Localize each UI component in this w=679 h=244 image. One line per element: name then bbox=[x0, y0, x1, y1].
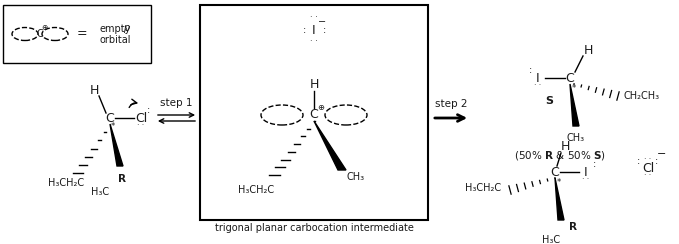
Text: C: C bbox=[106, 112, 114, 124]
Text: $\mathbf{S}$: $\mathbf{S}$ bbox=[545, 94, 555, 106]
Text: $\mathbf{R}$: $\mathbf{R}$ bbox=[117, 172, 127, 184]
Text: · ·: · · bbox=[534, 81, 542, 91]
Text: H: H bbox=[90, 83, 98, 96]
Text: =: = bbox=[77, 28, 88, 41]
Text: CH₃: CH₃ bbox=[567, 133, 585, 143]
Text: H₃CH₂C: H₃CH₂C bbox=[238, 185, 274, 195]
Text: empty: empty bbox=[99, 24, 130, 34]
Bar bbox=[3, 5, 151, 63]
Text: ⊕: ⊕ bbox=[41, 23, 47, 32]
Text: H: H bbox=[560, 141, 570, 153]
Text: · ·: · · bbox=[644, 172, 652, 181]
Text: H₃CH₂C: H₃CH₂C bbox=[48, 178, 84, 188]
Text: · ·: · · bbox=[137, 122, 145, 131]
Text: $\mathbf{R}$: $\mathbf{R}$ bbox=[568, 220, 578, 232]
Text: H₃C: H₃C bbox=[91, 187, 109, 197]
Bar bbox=[200, 5, 428, 220]
Text: ⊕: ⊕ bbox=[318, 103, 325, 112]
Polygon shape bbox=[570, 84, 579, 126]
Text: step 1: step 1 bbox=[160, 98, 192, 108]
Text: :: : bbox=[302, 25, 306, 35]
Text: C: C bbox=[566, 71, 574, 84]
Text: :: : bbox=[638, 156, 640, 166]
Text: :: : bbox=[147, 105, 149, 115]
Text: H: H bbox=[583, 43, 593, 57]
Text: · ·: · · bbox=[583, 175, 589, 184]
Text: :: : bbox=[528, 65, 532, 75]
Text: *: * bbox=[111, 122, 115, 132]
Text: step 2: step 2 bbox=[435, 99, 467, 109]
Text: H₃C: H₃C bbox=[542, 235, 560, 244]
Text: I: I bbox=[312, 23, 316, 37]
Text: Cl: Cl bbox=[642, 162, 654, 174]
Text: trigonal planar carbocation intermediate: trigonal planar carbocation intermediate bbox=[215, 223, 414, 233]
Text: (50% $\mathbf{R}$ & 50% $\mathbf{S}$): (50% $\mathbf{R}$ & 50% $\mathbf{S}$) bbox=[514, 150, 606, 163]
Text: *: * bbox=[557, 177, 561, 186]
Text: H: H bbox=[310, 79, 318, 92]
Text: C: C bbox=[310, 109, 318, 122]
Text: −: − bbox=[318, 17, 326, 27]
Text: H₃CH₂C: H₃CH₂C bbox=[465, 183, 501, 193]
Text: C: C bbox=[37, 29, 43, 39]
Text: · ·: · · bbox=[644, 155, 652, 164]
Text: I: I bbox=[584, 165, 588, 179]
Polygon shape bbox=[314, 121, 346, 170]
Text: $p$: $p$ bbox=[120, 23, 131, 35]
Text: CH₂CH₃: CH₂CH₃ bbox=[624, 91, 660, 101]
Text: · ·: · · bbox=[310, 13, 318, 22]
Text: I: I bbox=[536, 71, 540, 84]
Text: *: * bbox=[572, 83, 576, 92]
Polygon shape bbox=[555, 178, 564, 220]
Text: −: − bbox=[657, 149, 667, 159]
Text: orbital: orbital bbox=[99, 35, 131, 45]
Text: CH₃: CH₃ bbox=[347, 172, 365, 182]
Text: :: : bbox=[323, 25, 326, 35]
Text: · ·: · · bbox=[310, 38, 318, 47]
Text: :: : bbox=[592, 159, 595, 169]
Text: Cl: Cl bbox=[135, 112, 147, 124]
Polygon shape bbox=[110, 124, 123, 166]
Text: C: C bbox=[551, 165, 559, 179]
Text: :: : bbox=[655, 156, 659, 166]
